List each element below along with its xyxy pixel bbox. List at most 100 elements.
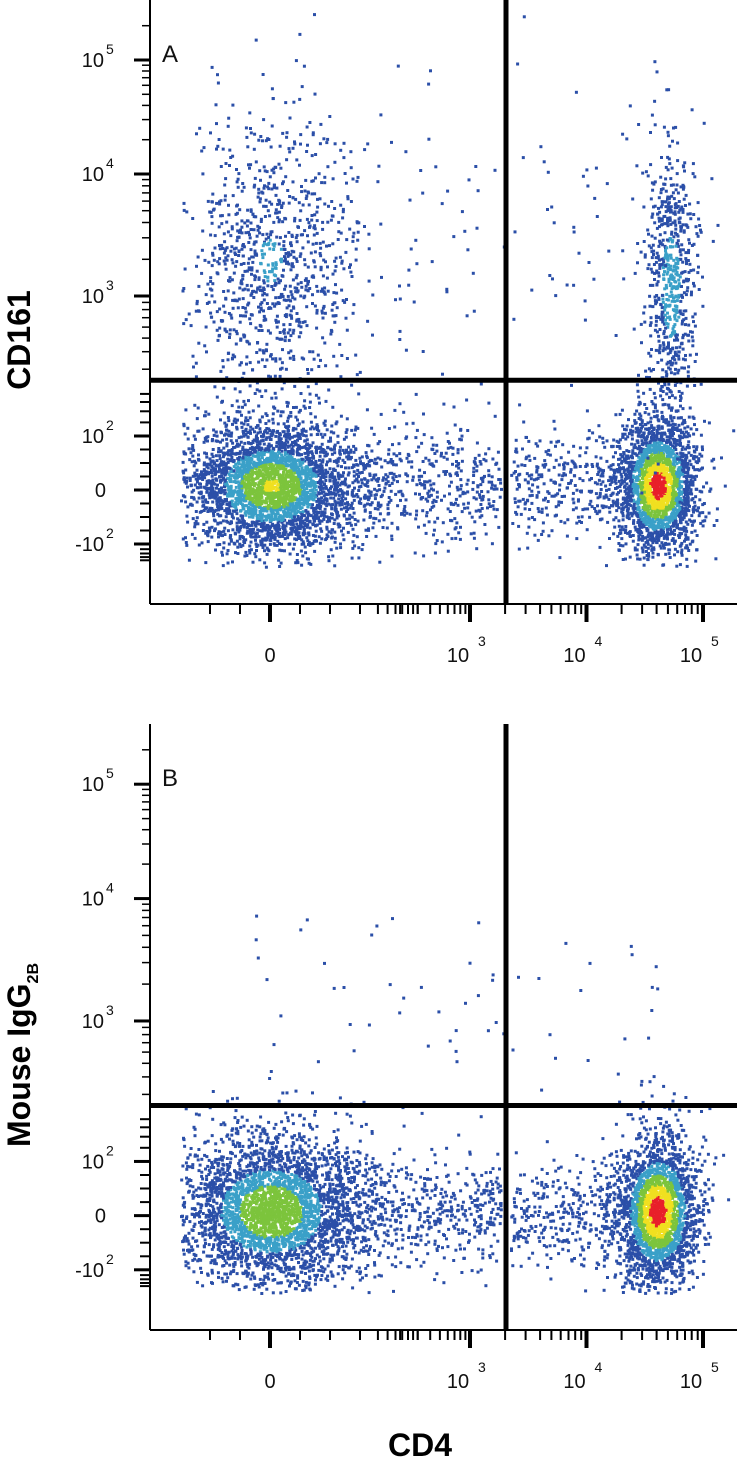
event-dot (338, 445, 342, 449)
event-dot (372, 476, 376, 480)
event-dot (304, 455, 308, 459)
event-dot (266, 209, 270, 213)
event-dot (186, 437, 190, 441)
event-dot (317, 485, 321, 489)
event-dot (388, 484, 392, 487)
event-dot (427, 458, 431, 462)
event-dot (473, 456, 477, 460)
event-dot (243, 554, 247, 558)
event-dot (353, 544, 357, 548)
event-dot (335, 306, 339, 310)
event-dot (313, 92, 317, 96)
event-dot (297, 531, 301, 535)
event-dot (352, 433, 356, 437)
event-dot (284, 313, 288, 317)
event-dot (213, 300, 217, 304)
event-dot (283, 448, 287, 452)
event-dot (249, 221, 253, 225)
event-dot (435, 539, 439, 542)
event-dot (252, 147, 256, 151)
event-dot (423, 480, 427, 484)
event-dot (231, 441, 235, 445)
event-dot (221, 553, 224, 557)
event-dot (184, 318, 188, 322)
event-dot (595, 512, 599, 516)
event-dot (187, 558, 191, 562)
event-dot (197, 453, 200, 457)
event-dot (210, 65, 214, 69)
event-dot (223, 194, 227, 198)
event-dot (264, 565, 268, 569)
event-dot (246, 303, 250, 307)
event-dot (214, 454, 218, 458)
event-dot (226, 358, 230, 362)
event-dot (581, 479, 585, 483)
event-dot (334, 283, 337, 287)
event-dot (380, 493, 384, 497)
event-dot (316, 289, 320, 293)
event-dot (259, 474, 263, 478)
event-dot (269, 306, 273, 310)
event-dot (225, 552, 229, 556)
event-dot (253, 278, 257, 282)
event-dot (244, 491, 247, 495)
event-dot (303, 497, 307, 501)
event-dot (376, 456, 380, 460)
event-dot (275, 441, 279, 445)
event-dot (379, 412, 383, 416)
event-dot (282, 487, 286, 491)
event-dot (216, 272, 220, 276)
event-dot (315, 210, 319, 214)
event-dot (289, 241, 293, 245)
event-dot (239, 337, 243, 341)
event-dot (215, 328, 219, 332)
event-dot (223, 526, 227, 530)
event-dot (302, 527, 306, 531)
event-dot (331, 554, 335, 558)
event-dot (243, 287, 247, 291)
event-dot (255, 522, 259, 526)
event-dot (219, 533, 223, 537)
event-dot (187, 447, 191, 451)
event-dot (257, 226, 261, 230)
event-dot (553, 427, 557, 431)
event-dot (260, 495, 264, 499)
event-dot (346, 457, 350, 461)
event-dot (311, 293, 314, 297)
event-dot (332, 496, 336, 500)
event-dot (343, 451, 346, 455)
event-dot (238, 410, 242, 414)
event-dot (283, 518, 287, 522)
event-dot (550, 529, 554, 533)
event-dot (244, 472, 248, 476)
event-dot (357, 392, 361, 396)
event-dot (325, 536, 329, 540)
event-dot (351, 311, 355, 315)
event-dot (300, 431, 304, 434)
event-dot (527, 517, 531, 521)
event-dot (267, 187, 271, 191)
event-dot (248, 501, 252, 505)
event-dot (182, 471, 186, 475)
event-dot (686, 374, 690, 378)
event-dot (376, 501, 380, 505)
event-dot (354, 425, 358, 429)
event-dot (345, 510, 348, 513)
event-dot (361, 463, 365, 467)
event-dot (563, 521, 567, 525)
event-dot (242, 431, 245, 435)
event-dot (291, 452, 295, 456)
event-dot (296, 289, 300, 293)
event-dot (215, 493, 219, 497)
event-dot (324, 470, 328, 474)
event-dot (328, 478, 332, 482)
event-dot (546, 500, 550, 503)
event-dot (289, 496, 293, 500)
event-dot (483, 474, 486, 478)
event-dot (304, 478, 308, 482)
event-dot (446, 446, 450, 450)
event-dot (517, 499, 521, 503)
event-dot (227, 476, 231, 480)
event-dot (298, 501, 302, 505)
event-dot (297, 335, 301, 339)
